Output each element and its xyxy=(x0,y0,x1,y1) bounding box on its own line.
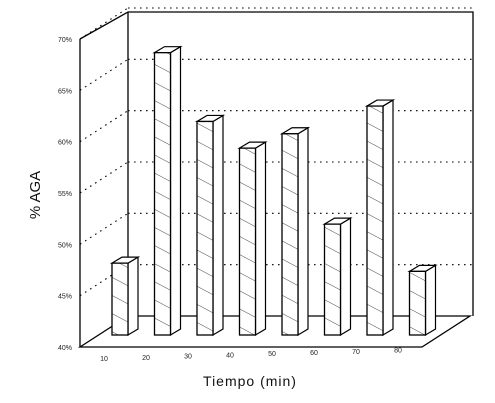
y-tick-label: 55% xyxy=(58,191,72,198)
bar-front-face xyxy=(196,120,214,336)
y-tick-labels: 40% 45% 50% 55% 60% 65% 70% xyxy=(58,37,72,352)
y-tick-label: 50% xyxy=(58,242,72,249)
bar xyxy=(407,264,438,337)
y-tick-label: 45% xyxy=(58,294,72,301)
x-tick-labels: 10 20 30 40 50 60 70 80 xyxy=(100,348,402,363)
x-tick-label: 30 xyxy=(184,354,192,361)
grid-line-side xyxy=(79,110,129,143)
x-tick-label: 50 xyxy=(268,351,276,358)
bar-side-face xyxy=(339,217,352,337)
y-tick-label: 40% xyxy=(58,345,72,352)
bar xyxy=(322,217,353,337)
bar-side-face xyxy=(212,114,224,337)
x-tick-label: 70 xyxy=(352,349,360,356)
x-axis-title: Tiempo (min) xyxy=(203,373,297,389)
bar-front-face xyxy=(323,223,342,336)
back-wall-frame xyxy=(79,11,474,316)
bars xyxy=(109,45,438,337)
bar-side-face xyxy=(297,126,309,337)
x-tick-label: 10 xyxy=(100,356,108,363)
bar-front-face xyxy=(366,105,384,336)
bar xyxy=(364,98,396,337)
bar xyxy=(194,114,226,337)
bar-front-face xyxy=(111,262,129,336)
bar-side-face xyxy=(169,45,182,337)
bar-front-face xyxy=(238,147,257,336)
bar-side-face xyxy=(424,264,437,337)
bar-side-face xyxy=(127,256,139,337)
y-tick-label: 60% xyxy=(58,140,72,147)
bar-front-face xyxy=(281,133,299,336)
x-tick-label: 60 xyxy=(310,350,318,357)
x-tick-label: 40 xyxy=(226,352,234,359)
grid-line-side xyxy=(79,212,129,245)
bar xyxy=(237,141,268,337)
x-tick-label: 80 xyxy=(394,348,402,355)
y-axis-title: % AGA xyxy=(27,171,44,219)
bar xyxy=(279,126,311,337)
x-tick-label: 20 xyxy=(142,355,150,362)
bar-front-face xyxy=(408,270,427,336)
grid-line-side xyxy=(79,58,129,91)
bar-side-face xyxy=(254,141,267,337)
grid-lines xyxy=(79,7,473,297)
y-tick-label: 65% xyxy=(58,88,72,95)
y-tick-label: 70% xyxy=(58,37,72,44)
bar xyxy=(109,256,141,337)
bar xyxy=(152,45,183,337)
grid-line-side xyxy=(79,161,129,194)
bar-side-face xyxy=(382,98,394,337)
bar-front-face xyxy=(153,52,172,336)
